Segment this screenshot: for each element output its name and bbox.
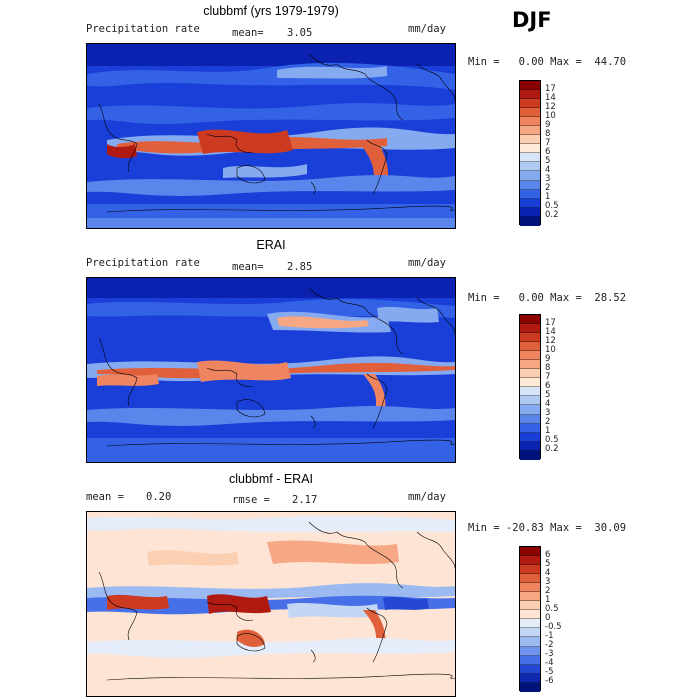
precipitation-map xyxy=(86,43,456,229)
colorbar-tick: 5 xyxy=(545,390,551,401)
colorbar-tick: 17 xyxy=(545,83,556,94)
colorbar-tick: 4 xyxy=(545,567,551,578)
colorbar-tick: 0.5 xyxy=(545,603,559,614)
mean-label: mean= xyxy=(232,27,264,39)
minmax-label: Min = -20.83 Max = 30.09 xyxy=(468,522,627,534)
colorbar-tick: 7 xyxy=(545,371,551,382)
colorbar-tick: 8 xyxy=(545,362,551,373)
colorbar xyxy=(519,546,541,692)
mean-label: mean= xyxy=(232,261,264,273)
colorbar-tick: 5 xyxy=(545,558,551,569)
colorbar-tick: 6 xyxy=(545,146,551,157)
colorbar-tick: 10 xyxy=(545,110,556,121)
colorbar-tick: 12 xyxy=(545,335,556,346)
colorbar-ticks: 17 14 12 10 9 8 7 6 5 4 3 2 1 0.5 0.2 xyxy=(545,80,585,225)
colorbar-tick: 6 xyxy=(545,380,551,391)
mean-value: 3.05 xyxy=(287,27,313,39)
colorbar-tick: 3 xyxy=(545,408,551,419)
precipitation-map xyxy=(86,277,456,463)
colorbar-tick: 2 xyxy=(545,585,551,596)
colorbar-tick: 9 xyxy=(545,353,551,364)
colorbar xyxy=(519,314,541,460)
units-label: mm/day xyxy=(408,491,446,503)
colorbar-ticks: 6 5 4 3 2 1 0.5 0 -0.5 -1 -2 -3 -4 -5 -6 xyxy=(545,546,585,691)
units-label: mm/day xyxy=(408,257,446,269)
colorbar-tick: 8 xyxy=(545,128,551,139)
colorbar-tick: 3 xyxy=(545,174,551,185)
mean-value: 2.85 xyxy=(287,261,313,273)
colorbar-tick: 4 xyxy=(545,165,551,176)
colorbar-tick: 1 xyxy=(545,426,551,437)
colorbar-tick: 0.5 xyxy=(545,435,559,446)
colorbar-tick: 2 xyxy=(545,183,551,194)
colorbar-tick: -6 xyxy=(545,676,554,687)
colorbar-tick: -0.5 xyxy=(545,622,562,633)
difference-map xyxy=(86,511,456,697)
minmax-label: Min = 0.00 Max = 44.70 xyxy=(468,56,627,68)
colorbar-tick: 10 xyxy=(545,344,556,355)
minmax-label: Min = 0.00 Max = 28.52 xyxy=(468,292,627,304)
colorbar-tick: 6 xyxy=(545,549,551,560)
rmse-value: 2.17 xyxy=(292,494,318,506)
colorbar-tick: 3 xyxy=(545,576,551,587)
rmse-label: rmse = xyxy=(232,494,270,506)
colorbar-tick: 0 xyxy=(545,612,551,623)
colorbar-tick: -4 xyxy=(545,658,554,669)
colorbar-tick: 2 xyxy=(545,417,551,428)
colorbar-tick: 7 xyxy=(545,137,551,148)
colorbar-tick: -5 xyxy=(545,667,554,678)
units-label: mm/day xyxy=(408,23,446,35)
colorbar-tick: 14 xyxy=(545,92,556,103)
mean-label: mean = xyxy=(86,491,124,503)
panel-title: clubbmf - ERAI xyxy=(228,472,314,486)
colorbar-tick: 0.2 xyxy=(545,444,559,455)
colorbar-tick: 0.5 xyxy=(545,201,559,212)
mean-value: 0.20 xyxy=(146,491,172,503)
colorbar-tick: -1 xyxy=(545,631,554,642)
colorbar xyxy=(519,80,541,226)
colorbar-tick: 1 xyxy=(545,192,551,203)
colorbar-tick: -2 xyxy=(545,640,554,651)
colorbar-tick: 14 xyxy=(545,326,556,337)
colorbar-tick: 4 xyxy=(545,399,551,410)
variable-label: Precipitation rate xyxy=(86,23,200,35)
colorbar-ticks: 17 14 12 10 9 8 7 6 5 4 3 2 1 0.5 0.2 xyxy=(545,314,585,459)
panel-title: ERAI xyxy=(256,238,286,252)
colorbar-tick: 1 xyxy=(545,594,551,605)
colorbar-tick: 17 xyxy=(545,317,556,328)
panel-title: clubbmf (yrs 1979-1979) xyxy=(203,4,339,18)
season-label: DJF xyxy=(512,8,552,32)
variable-label: Precipitation rate xyxy=(86,257,200,269)
colorbar-tick: 9 xyxy=(545,119,551,130)
colorbar-tick: 0.2 xyxy=(545,210,559,221)
colorbar-tick: 5 xyxy=(545,156,551,167)
colorbar-tick: 12 xyxy=(545,101,556,112)
colorbar-tick: -3 xyxy=(545,649,554,660)
